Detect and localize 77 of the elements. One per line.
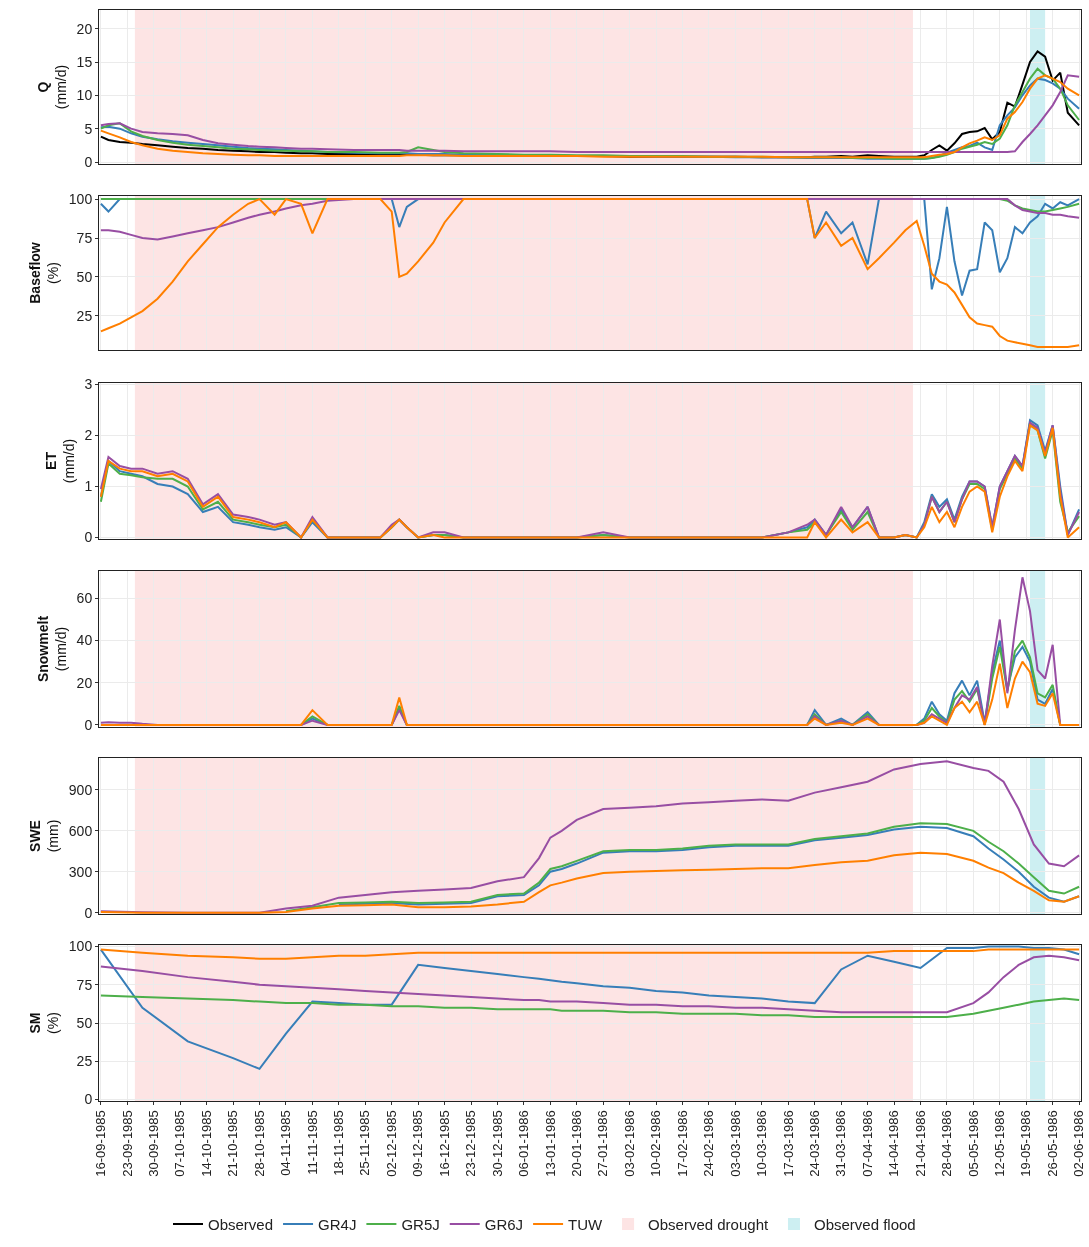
- x-tick-label: 19-05-1986: [1018, 1110, 1034, 1177]
- x-tick-label: 16-12-1985: [436, 1110, 452, 1177]
- y-tick-label: 5: [84, 120, 93, 137]
- x-tick-label: 17-03-1986: [780, 1110, 796, 1177]
- y-axis-title: SWE (mm): [27, 819, 62, 853]
- legend-label: GR6J: [484, 1215, 524, 1233]
- x-tick-label: 23-12-1985: [463, 1110, 479, 1177]
- y-tick-label: 25: [76, 307, 93, 324]
- y-tick-label: 20: [76, 20, 93, 37]
- y-tick-label: 0: [84, 716, 93, 733]
- x-tick-label: 14-10-1985: [198, 1110, 214, 1177]
- y-tick-label: 15: [76, 53, 93, 70]
- y-tick-label: 50: [76, 268, 93, 285]
- x-tick-label: 26-05-1986: [1044, 1110, 1060, 1177]
- y-tick-label: 2: [84, 427, 93, 444]
- y-tick-label: 75: [76, 229, 93, 246]
- x-tick-label: 28-10-1985: [251, 1110, 267, 1177]
- x-tick-label: 18-11-1985: [331, 1110, 347, 1176]
- x-tick-label: 16-09-1985: [93, 1110, 109, 1177]
- x-tick-label: 04-11-1985: [278, 1110, 294, 1176]
- y-tick-label: 50: [76, 1014, 93, 1031]
- x-tick-label: 05-05-1986: [965, 1110, 981, 1177]
- x-tick-label: 31-03-1986: [833, 1110, 849, 1177]
- y-tick-label: 10: [76, 87, 93, 104]
- x-tick-label: 06-01-1986: [516, 1110, 532, 1177]
- x-tick-label: 30-12-1985: [489, 1110, 505, 1177]
- y-tick-label: 75: [76, 976, 93, 993]
- x-tick-label: 25-11-1985: [357, 1110, 373, 1176]
- x-tick-label: 17-02-1986: [674, 1110, 690, 1177]
- legend-label: GR5J: [401, 1215, 440, 1233]
- x-tick-label: 02-06-1986: [1071, 1110, 1087, 1177]
- x-tick-label: 10-03-1986: [754, 1110, 770, 1177]
- x-tick-label: 07-10-1985: [172, 1110, 188, 1177]
- y-tick-label: 25: [76, 1053, 93, 1070]
- y-tick-label: 3: [84, 376, 93, 393]
- y-tick-label: 300: [68, 863, 93, 880]
- legend-label: TUW: [568, 1215, 604, 1233]
- y-tick-label: 0: [84, 1091, 93, 1108]
- y-axis-title: Baseflow (%): [27, 242, 62, 304]
- x-tick-label: 28-04-1986: [939, 1110, 955, 1177]
- x-tick-label: 21-10-1985: [225, 1110, 241, 1177]
- x-tick-label: 24-03-1986: [806, 1110, 822, 1177]
- y-tick-label: 0: [84, 904, 93, 921]
- x-tick-label: 24-02-1986: [701, 1110, 717, 1177]
- x-tick-label: 11-11-1985: [304, 1110, 320, 1175]
- x-tick-label: 30-09-1985: [146, 1110, 161, 1177]
- x-tick-label: 13-01-1986: [542, 1110, 558, 1177]
- y-axis-title: SM (%): [27, 1012, 62, 1034]
- y-tick-label: 600: [68, 822, 93, 839]
- y-tick-label: 0: [84, 153, 93, 170]
- y-tick-label: 100: [68, 938, 93, 955]
- x-tick-label: 20-01-1986: [569, 1110, 585, 1177]
- x-tick-label: 27-01-1986: [595, 1110, 611, 1177]
- y-axis-title: ET (mm/d): [42, 438, 77, 484]
- y-axis-title: Snowmelt (mm/d): [35, 615, 70, 683]
- x-tick-label: 21-04-1986: [912, 1110, 928, 1177]
- x-tick-label: 07-04-1986: [859, 1110, 875, 1177]
- legend-label: GR4J: [318, 1215, 357, 1233]
- y-tick-label: 900: [68, 781, 93, 798]
- x-tick-label: 10-02-1986: [648, 1110, 664, 1177]
- x-tick-label: 12-05-1986: [992, 1110, 1008, 1177]
- x-tick-label: 23-09-1985: [119, 1110, 135, 1177]
- x-tick-label: 09-12-1985: [410, 1110, 426, 1177]
- x-tick-label: 03-02-1986: [621, 1110, 637, 1177]
- y-axis-title: Q (mm/d): [35, 64, 70, 110]
- y-tick-label: 20: [76, 674, 93, 691]
- legend-label: Observed: [208, 1215, 274, 1233]
- x-tick-label: 14-04-1986: [886, 1110, 902, 1177]
- y-tick-label: 40: [76, 632, 93, 649]
- y-tick-label: 60: [76, 590, 93, 607]
- y-tick-label: 0: [84, 529, 93, 546]
- y-tick-label: 1: [84, 478, 93, 495]
- x-tick-label: 02-12-1985: [383, 1110, 399, 1177]
- legend-label: Observed flood: [813, 1215, 916, 1233]
- legend-label: Observed drought: [648, 1215, 769, 1233]
- x-tick-label: 03-03-1986: [727, 1110, 743, 1177]
- y-tick-label: 100: [68, 191, 93, 208]
